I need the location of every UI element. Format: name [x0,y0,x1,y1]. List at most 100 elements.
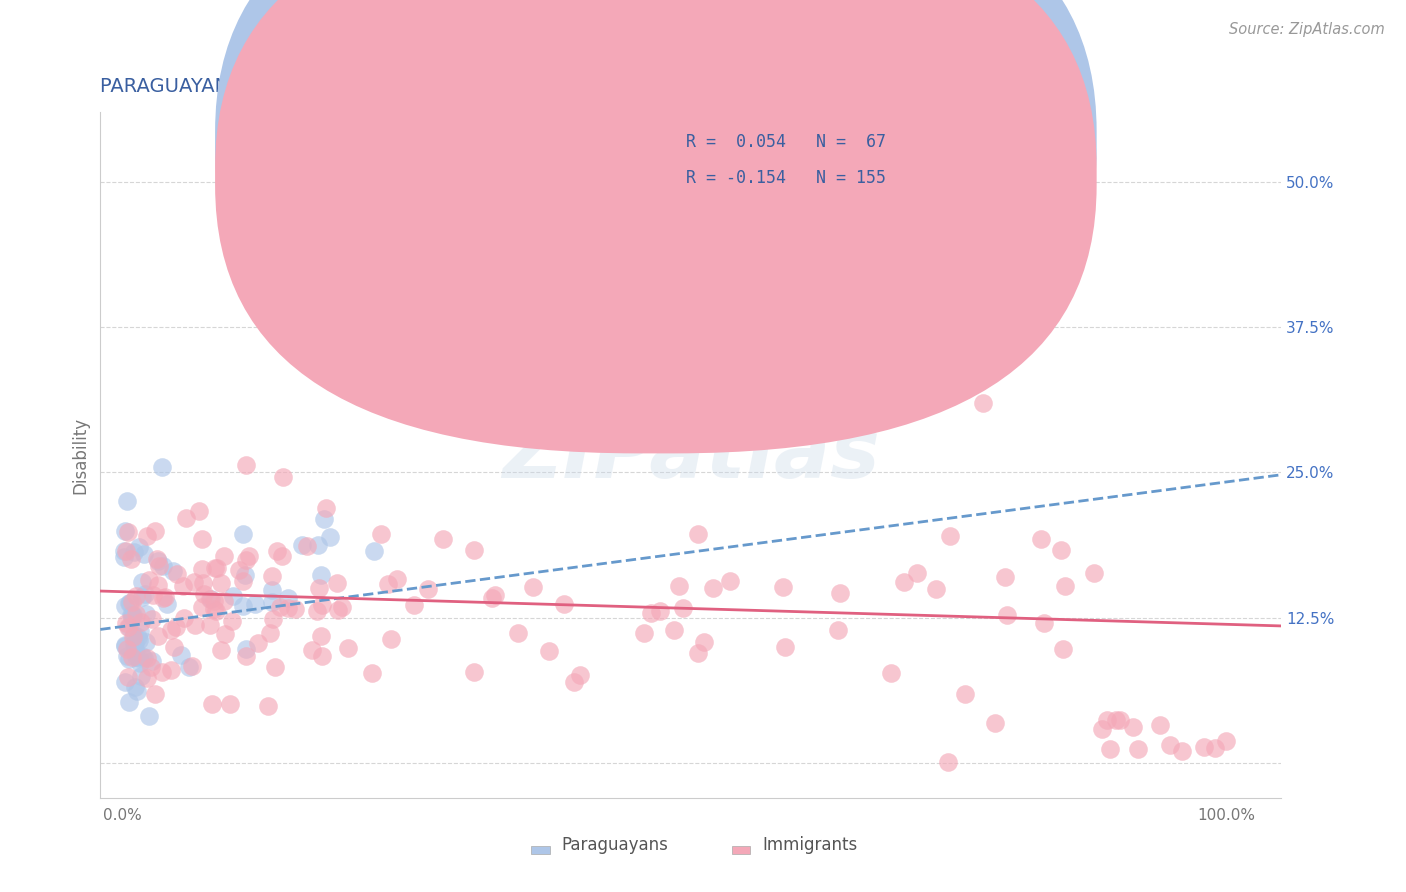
Point [1215,734,1237,748]
Point [166,567,188,582]
Point [311,598,333,612]
Point [235,567,257,582]
Point [693,634,716,648]
Point [308,582,330,596]
Point [955,687,977,701]
Point [260,595,283,609]
Point [131,649,153,664]
Point [1052,641,1074,656]
Point [128,540,150,554]
Point [128,632,150,647]
Y-axis label: Disability: Disability [72,417,89,493]
Point [668,579,690,593]
Point [128,651,150,665]
Point [370,527,392,541]
Point [112,543,135,558]
Point [893,574,915,589]
Point [984,716,1007,731]
Text: PARAGUAYAN VS IMMIGRANTS DISABILITY CORRELATION CHART: PARAGUAYAN VS IMMIGRANTS DISABILITY CORR… [100,78,721,96]
Point [1091,722,1114,736]
Point [124,646,146,660]
Point [259,626,281,640]
Point [120,608,142,623]
Point [204,561,226,575]
Point [141,654,163,668]
Point [146,552,169,566]
Point [129,615,152,630]
Point [650,604,672,618]
Point [1108,714,1130,728]
Point [219,698,242,712]
Point [995,607,1018,622]
Point [1083,566,1105,580]
Text: Source: ZipAtlas.com: Source: ZipAtlas.com [1229,22,1385,37]
Point [115,641,138,656]
Point [463,665,485,679]
Point [311,567,333,582]
Point [155,597,177,611]
Point [115,494,138,508]
Point [135,607,157,621]
Point [152,559,174,574]
Point [718,574,741,588]
Bar [733,846,751,855]
Point [121,607,143,622]
Point [262,583,284,598]
Point [325,575,347,590]
Point [416,582,439,596]
Text: Paraguayans: Paraguayans [561,837,668,855]
Point [569,668,592,682]
Point [117,649,139,664]
Point [143,524,166,538]
Point [202,602,225,616]
Point [132,547,155,561]
Point [262,612,284,626]
Point [114,616,136,631]
Point [232,599,254,613]
Point [235,649,257,664]
Point [277,591,299,605]
Point [124,637,146,651]
Point [173,611,195,625]
Point [463,543,485,558]
Point [277,600,299,615]
Point [180,659,202,673]
Point [202,593,225,607]
Point [1192,739,1215,754]
Point [235,553,257,567]
Point [135,635,157,649]
Point [125,684,148,698]
Point [553,597,575,611]
Point [827,623,849,637]
Point [201,698,224,712]
Point [238,549,260,564]
Point [174,511,197,525]
Point [672,600,695,615]
Point [120,552,142,566]
Point [1159,739,1181,753]
Point [117,620,139,634]
Point [131,591,153,605]
Point [484,588,506,602]
Point [295,539,318,553]
Point [136,671,159,685]
Point [1049,543,1071,558]
Point [193,587,215,601]
Point [118,652,141,666]
Point [271,469,294,483]
Bar [531,846,550,855]
Point [121,595,143,609]
Point [160,623,183,637]
Point [165,619,187,633]
Point [1105,713,1128,727]
Point [380,632,402,646]
Point [115,544,138,558]
Point [143,687,166,701]
Point [432,532,454,546]
Point [121,609,143,624]
Point [205,604,228,618]
Point [125,589,148,603]
Point [118,595,141,609]
Point [1171,744,1194,758]
Point [1095,713,1118,727]
